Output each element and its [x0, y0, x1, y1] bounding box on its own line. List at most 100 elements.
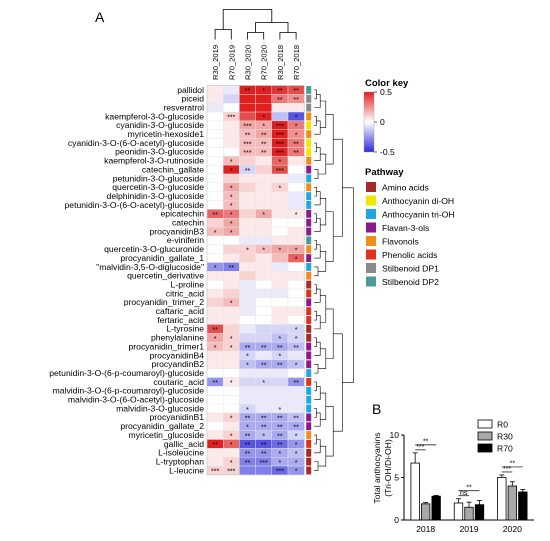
- heatmap-cell: [287, 280, 305, 290]
- bar: [518, 491, 528, 521]
- heatmap-cell: [255, 191, 273, 201]
- heatmap-cell: [271, 288, 289, 299]
- heatmap-cell: [271, 262, 289, 272]
- color-key-tick-label: 0: [380, 117, 385, 127]
- heatmap-cell: [271, 200, 289, 210]
- row-label: delphinidin-3-O-glucoside: [107, 191, 205, 201]
- cell-significance: *: [295, 132, 298, 139]
- cell-significance: *: [279, 247, 282, 254]
- row-label: citric_acid: [166, 288, 204, 298]
- heatmap-cell: [206, 288, 224, 299]
- cell-significance: *: [295, 460, 298, 467]
- pathway-swatch: [306, 422, 312, 431]
- pathway-swatch: [306, 316, 312, 324]
- dendrogram-branch: [314, 120, 321, 135]
- row-label: piceid: [182, 94, 205, 104]
- heatmap-cell: [239, 315, 256, 325]
- pathway-swatch: [306, 280, 312, 289]
- cell-significance: *: [246, 407, 249, 414]
- dendrogram-branch: [314, 284, 317, 294]
- color-key-gradient: [363, 91, 375, 153]
- dendrogram-branch: [320, 100, 327, 128]
- bar: [453, 502, 464, 521]
- heatmap-cell: [222, 306, 240, 316]
- cell-significance: **: [293, 141, 299, 148]
- heatmap-cell: [206, 350, 224, 361]
- pathway-swatch: [306, 378, 312, 386]
- row-label: procyandinB2: [151, 359, 204, 369]
- row-label: quercetin-3-O-glucoside: [112, 182, 204, 192]
- dendrogram-branch: [314, 244, 321, 259]
- heatmap-cell: [222, 129, 240, 139]
- heatmap-cell: [287, 102, 305, 113]
- heatmap-cell: [206, 147, 224, 157]
- heatmap-cell: [239, 102, 256, 113]
- dendrogram-branch: [314, 217, 321, 232]
- cell-significance: ***: [276, 150, 284, 157]
- heatmap-cell: [287, 262, 305, 272]
- dendrogram-branch: [325, 113, 334, 165]
- heatmap-cell: [271, 226, 289, 237]
- heatmap-cell: [239, 94, 256, 104]
- cell-significance: **: [277, 424, 283, 431]
- cell-significance: **: [293, 380, 299, 387]
- row-label: "malvidin-3,5-O-diglucoside": [96, 262, 204, 272]
- cell-significance: *: [230, 433, 233, 440]
- cell-significance: *: [214, 345, 217, 352]
- dendrogram-branch: [247, 32, 265, 40]
- row-label: petunidin-3-O-(6-p-coumaroyl)-glucoside: [49, 368, 204, 378]
- dendrogram-branch: [314, 288, 321, 303]
- dendrogram-branch: [314, 147, 321, 162]
- cell-significance: **: [245, 88, 251, 95]
- pathway-swatch: [306, 130, 312, 139]
- heatmap-cell: [255, 395, 273, 405]
- cell-significance: ***: [243, 150, 251, 157]
- heatmap-cell: [206, 412, 224, 423]
- heatmap-cell: [255, 288, 273, 299]
- row-label: kaempferol-3-O-rutinoside: [104, 156, 204, 166]
- heatmap-cell: [287, 297, 305, 307]
- row-label: quercetin_derivative: [127, 271, 204, 281]
- dendrogram-branch: [314, 434, 317, 445]
- bar-chart: Total anthocyanins (Tri-OH/Di-OH) 0 5 10 20…: [372, 419, 534, 534]
- heatmap-cell: [255, 102, 273, 113]
- cell-significance: *: [230, 186, 233, 193]
- heatmap-cell: [287, 403, 305, 414]
- cell-significance: **: [261, 150, 267, 157]
- row-label: procyanidin_trimer_2: [124, 297, 204, 307]
- heatmap-cell: [287, 218, 305, 228]
- bar-category-label: 2018: [416, 524, 435, 534]
- cell-significance: *: [279, 460, 282, 467]
- bar-legend-swatch: [477, 419, 493, 429]
- heatmap-cell: [271, 253, 289, 263]
- heatmap-cell: [222, 448, 240, 458]
- cell-significance: **: [293, 150, 299, 157]
- heatmap-cell: [239, 226, 256, 237]
- pathway-swatch: [306, 307, 312, 316]
- dendrogram-branch: [320, 295, 327, 323]
- heatmap-cell: [271, 297, 289, 307]
- cell-significance: **: [261, 451, 267, 458]
- heatmap-cell: [271, 235, 289, 245]
- heatmap-cell: [206, 138, 224, 148]
- cell-significance: *: [230, 416, 233, 423]
- cell-significance: **: [245, 442, 251, 449]
- dendrogram-branch: [325, 308, 334, 360]
- cell-significance: **: [212, 380, 218, 387]
- heatmap-cell: [255, 306, 273, 316]
- heatmap-cell: [271, 111, 289, 122]
- cell-significance: *: [262, 115, 265, 122]
- row-label: L-tryptophan: [156, 456, 204, 466]
- heatmap-cell: [255, 200, 273, 210]
- heatmap-cell: [206, 395, 224, 405]
- heatmap-cell: [239, 209, 256, 219]
- pathway-legend: Pathway Amino acids Anthocyanin di-OH Anth…: [365, 167, 455, 287]
- dendrogram-branch: [314, 337, 317, 347]
- cell-significance: *: [295, 433, 298, 440]
- cell-significance: *: [295, 363, 298, 370]
- cell-significance: *: [295, 124, 298, 131]
- pathway-swatch: [306, 165, 312, 174]
- heatmap-cell: [287, 350, 305, 361]
- dendrogram-branch: [314, 213, 317, 223]
- row-dendrogram: [314, 89, 354, 471]
